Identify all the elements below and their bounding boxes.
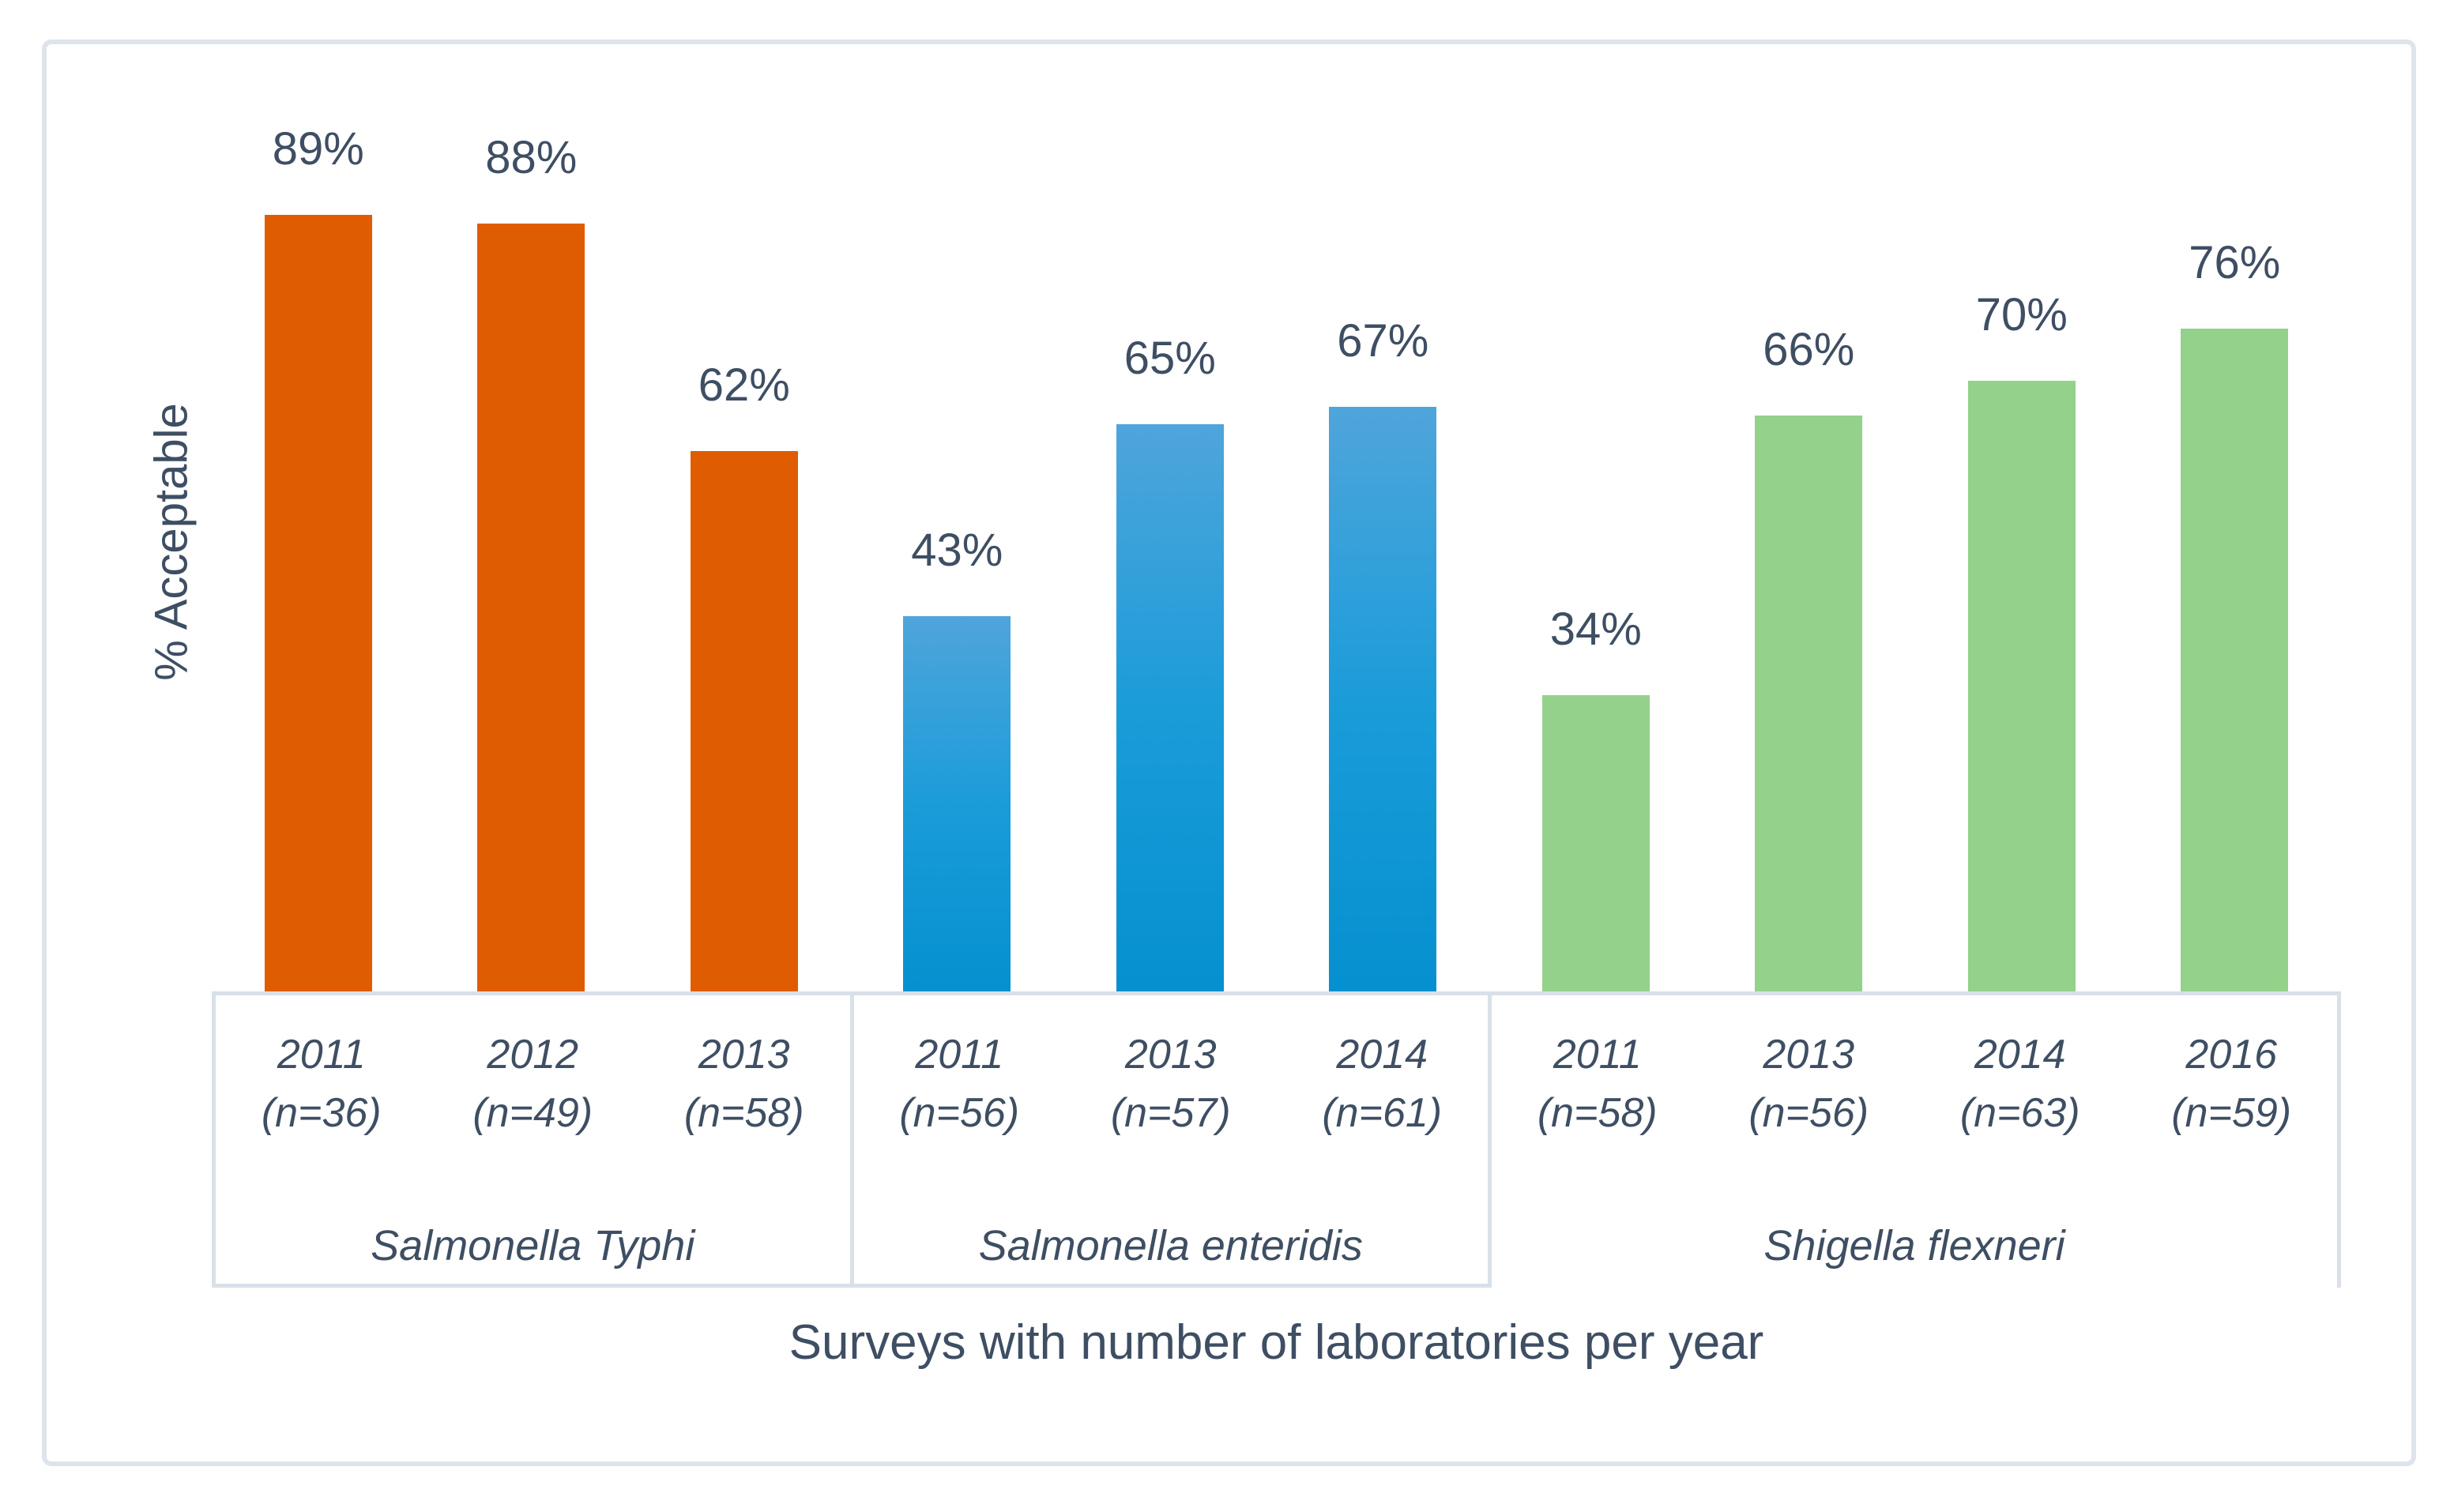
year-text: 2011 — [277, 1032, 366, 1078]
bar-value-label: 66% — [1763, 324, 1855, 375]
bar-slot: 34% — [1489, 44, 1703, 991]
year-label: 2013 (n=58) — [638, 1025, 850, 1142]
year-label: 2011 (n=58) — [1492, 1025, 1703, 1142]
bar-value-label: 43% — [911, 525, 1003, 576]
year-labels-row: 2011 (n=36) 2012 (n=49) 2013 (n=58) — [216, 1025, 850, 1142]
bar-slot: 66% — [1703, 44, 1916, 991]
n-count-text: (n=59) — [2171, 1090, 2292, 1136]
year-labels-row: 2011 (n=56) 2013 (n=57) 2014 (n=61) — [854, 1025, 1489, 1142]
bar-group: 89% 88% 62% — [212, 44, 851, 991]
n-count-text: (n=61) — [1322, 1090, 1443, 1136]
year-text: 2014 — [1336, 1032, 1428, 1078]
bar-group: 43% 65% 67% — [851, 44, 1490, 991]
bar-value-label: 62% — [698, 359, 790, 411]
bar — [690, 451, 798, 991]
bar — [1967, 381, 2076, 991]
year-text: 2013 — [698, 1032, 790, 1078]
bar — [2181, 329, 2289, 991]
bar-value-label: 89% — [272, 123, 364, 175]
n-count-text: (n=56) — [1748, 1090, 1869, 1136]
chart-container: % Acceptable 89% 88% 62% 43% 65% 67% 34% 66% 70%… — [42, 39, 2416, 1466]
n-count-text: (n=58) — [1537, 1090, 1658, 1136]
n-count-text: (n=57) — [1110, 1090, 1231, 1136]
bar — [1329, 407, 1437, 991]
bar-slot: 62% — [638, 44, 851, 991]
n-count-text: (n=36) — [261, 1090, 382, 1136]
year-text: 2011 — [1553, 1032, 1642, 1078]
category-group-cell: 2011 (n=36) 2012 (n=49) 2013 (n=58) Salmonella… — [212, 995, 850, 1288]
bar-group: 34% 66% 70% 76% — [1489, 44, 2341, 991]
category-group-cell: 2011 (n=56) 2013 (n=57) 2014 (n=61) Salmonella… — [849, 995, 1489, 1288]
category-group-cell: 2011 (n=58) 2013 (n=56) 2014 (n=63) 2016 (n=59)… — [1488, 995, 2341, 1288]
bar-value-label: 65% — [1123, 333, 1216, 384]
x-axis-title: Surveys with number of laboratories per … — [789, 1315, 1764, 1370]
year-text: 2013 — [1124, 1032, 1217, 1078]
year-label: 2014 (n=63) — [1914, 1025, 2126, 1142]
n-count-text: (n=63) — [1959, 1090, 2080, 1136]
year-text: 2014 — [1974, 1032, 2066, 1078]
bar-slot: 65% — [1063, 44, 1277, 991]
year-text: 2012 — [487, 1032, 579, 1078]
n-count-text: (n=58) — [683, 1090, 804, 1136]
bar-slot: 88% — [425, 44, 638, 991]
bar — [1541, 695, 1650, 991]
n-count-text: (n=49) — [472, 1090, 593, 1136]
bar — [477, 224, 585, 991]
year-label: 2013 (n=57) — [1065, 1025, 1277, 1142]
year-label: 2011 (n=56) — [854, 1025, 1066, 1142]
year-label: 2013 (n=56) — [1703, 1025, 1915, 1142]
bar-value-label: 70% — [1975, 289, 2068, 340]
bar-slot: 70% — [1915, 44, 2128, 991]
year-label: 2014 (n=61) — [1277, 1025, 1489, 1142]
n-count-text: (n=56) — [899, 1090, 1020, 1136]
year-text: 2016 — [2185, 1032, 2278, 1078]
category-axis: 2011 (n=36) 2012 (n=49) 2013 (n=58) Salmonella… — [212, 991, 2341, 1288]
year-label: 2016 (n=59) — [2126, 1025, 2338, 1142]
year-label: 2012 (n=49) — [427, 1025, 639, 1142]
year-labels-row: 2011 (n=58) 2013 (n=56) 2014 (n=63) 2016 (n=59) — [1492, 1025, 2337, 1142]
bar — [903, 616, 1011, 991]
bar-slot: 43% — [851, 44, 1064, 991]
year-label: 2011 (n=36) — [216, 1025, 427, 1142]
bar — [264, 215, 372, 991]
bar-slot: 89% — [212, 44, 425, 991]
year-text: 2013 — [1763, 1032, 1855, 1078]
species-label: Salmonella Typhi — [371, 1222, 695, 1269]
bar-slot: 76% — [2128, 44, 2342, 991]
species-label: Salmonella enteridis — [978, 1222, 1363, 1269]
bar-slot: 67% — [1277, 44, 1490, 991]
bar — [1755, 416, 1863, 991]
bar-value-label: 88% — [485, 132, 578, 183]
bar-value-label: 76% — [2189, 237, 2281, 288]
bar-value-label: 34% — [1549, 604, 1642, 655]
year-text: 2011 — [915, 1032, 1004, 1078]
plot-area: 89% 88% 62% 43% 65% 67% 34% 66% 70% 76% — [212, 44, 2341, 991]
bar-value-label: 67% — [1337, 315, 1429, 367]
species-label: Shigella flexneri — [1763, 1222, 2065, 1269]
y-axis-label: % Acceptable — [145, 403, 198, 681]
bar — [1116, 424, 1224, 991]
